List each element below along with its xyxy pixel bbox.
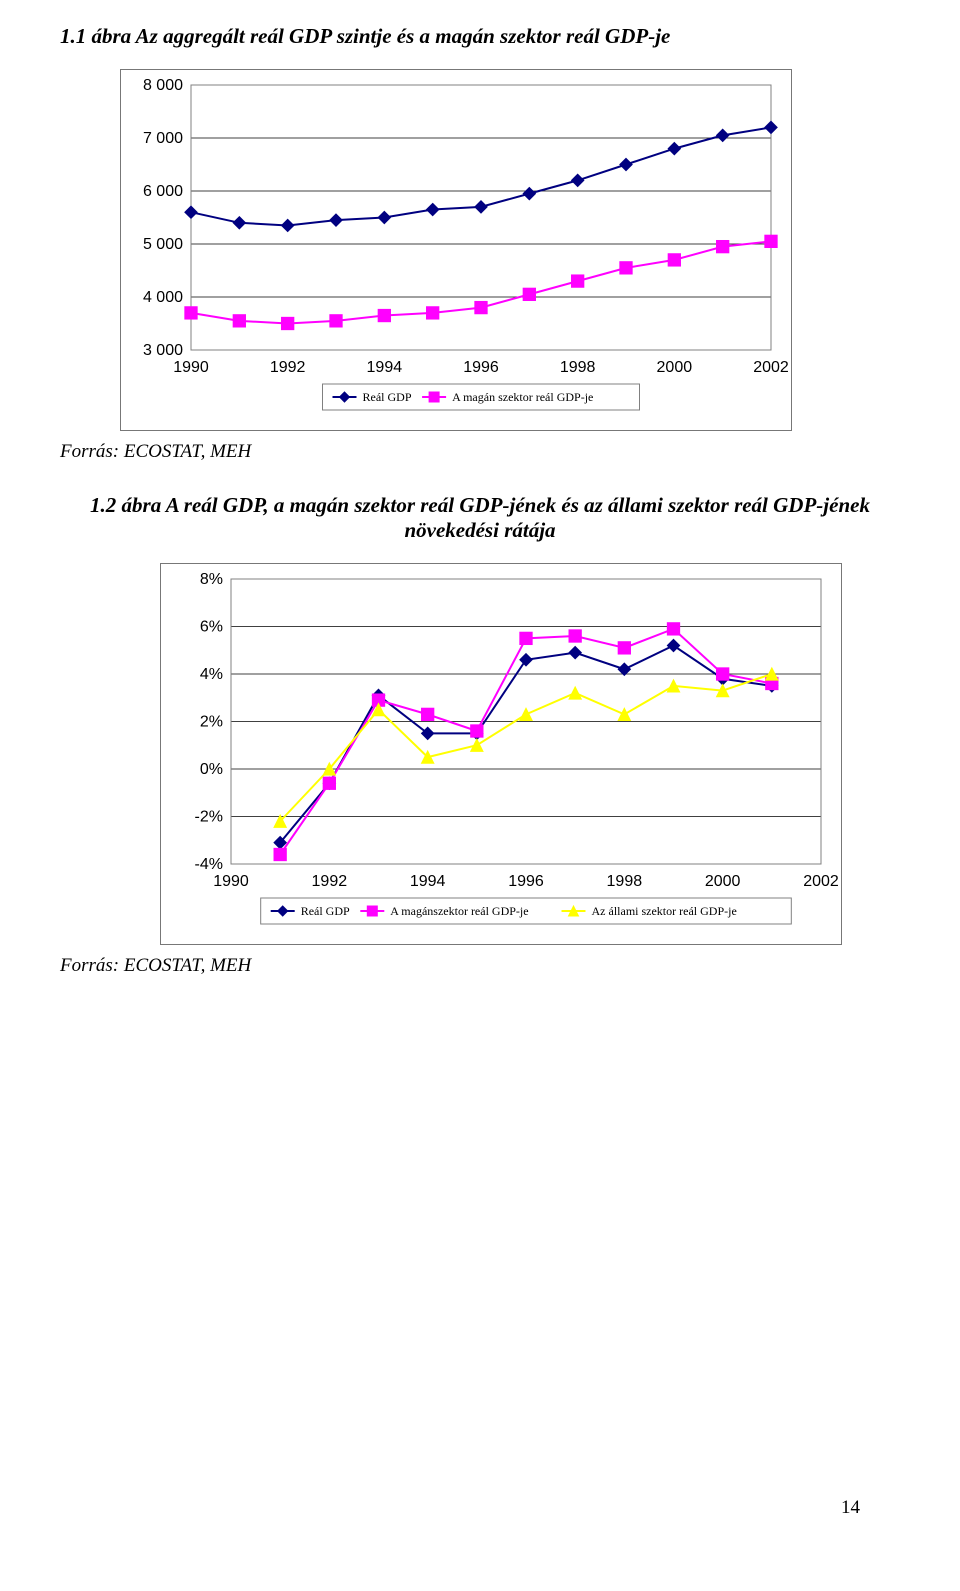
svg-text:2000: 2000 (657, 359, 693, 376)
svg-text:1996: 1996 (463, 359, 499, 376)
svg-text:3 000: 3 000 (143, 342, 183, 359)
svg-text:1990: 1990 (213, 873, 249, 890)
svg-text:2000: 2000 (705, 873, 741, 890)
svg-text:7 000: 7 000 (143, 130, 183, 147)
svg-text:6%: 6% (200, 619, 223, 636)
svg-text:8%: 8% (200, 571, 223, 588)
svg-text:8 000: 8 000 (143, 77, 183, 94)
page-number: 14 (60, 1497, 900, 1519)
source-1: Forrás: ECOSTAT, MEH (60, 441, 900, 463)
svg-text:1998: 1998 (607, 873, 643, 890)
svg-text:6 000: 6 000 (143, 183, 183, 200)
svg-text:A magán szektor reál GDP-je: A magán szektor reál GDP-je (452, 390, 593, 404)
svg-text:1992: 1992 (270, 359, 306, 376)
svg-text:-4%: -4% (195, 856, 223, 873)
svg-text:1994: 1994 (410, 873, 446, 890)
svg-text:4%: 4% (200, 666, 223, 683)
chart1: 3 000 4 000 5 000 6 000 7 000 8 000 1990 1992 19… (120, 69, 792, 431)
svg-text:Reál GDP: Reál GDP (363, 390, 412, 404)
svg-text:5 000: 5 000 (143, 236, 183, 253)
svg-text:4 000: 4 000 (143, 289, 183, 306)
source-2: Forrás: ECOSTAT, MEH (60, 955, 900, 977)
svg-text:-2%: -2% (195, 809, 223, 826)
svg-text:1992: 1992 (312, 873, 348, 890)
svg-text:Reál GDP: Reál GDP (301, 904, 350, 918)
svg-text:A magánszektor reál GDP-je: A magánszektor reál GDP-je (390, 904, 528, 918)
svg-text:1990: 1990 (173, 359, 209, 376)
chart2: -4% -2% 0% 2% 4% 6% 8% 1990 1992 1994 1996 1998 2000… (160, 563, 842, 945)
svg-text:2%: 2% (200, 714, 223, 731)
svg-text:0%: 0% (200, 761, 223, 778)
svg-text:1994: 1994 (367, 359, 403, 376)
svg-text:2002: 2002 (753, 359, 789, 376)
svg-text:1998: 1998 (560, 359, 596, 376)
svg-text:Az állami szektor reál GDP-je: Az állami szektor reál GDP-je (592, 904, 737, 918)
svg-text:2002: 2002 (803, 873, 839, 890)
chart1-title: 1.1 ábra Az aggregált reál GDP szintje é… (60, 24, 900, 49)
svg-text:1996: 1996 (508, 873, 544, 890)
chart2-title: 1.2 ábra A reál GDP, a magán szektor reá… (60, 493, 900, 543)
